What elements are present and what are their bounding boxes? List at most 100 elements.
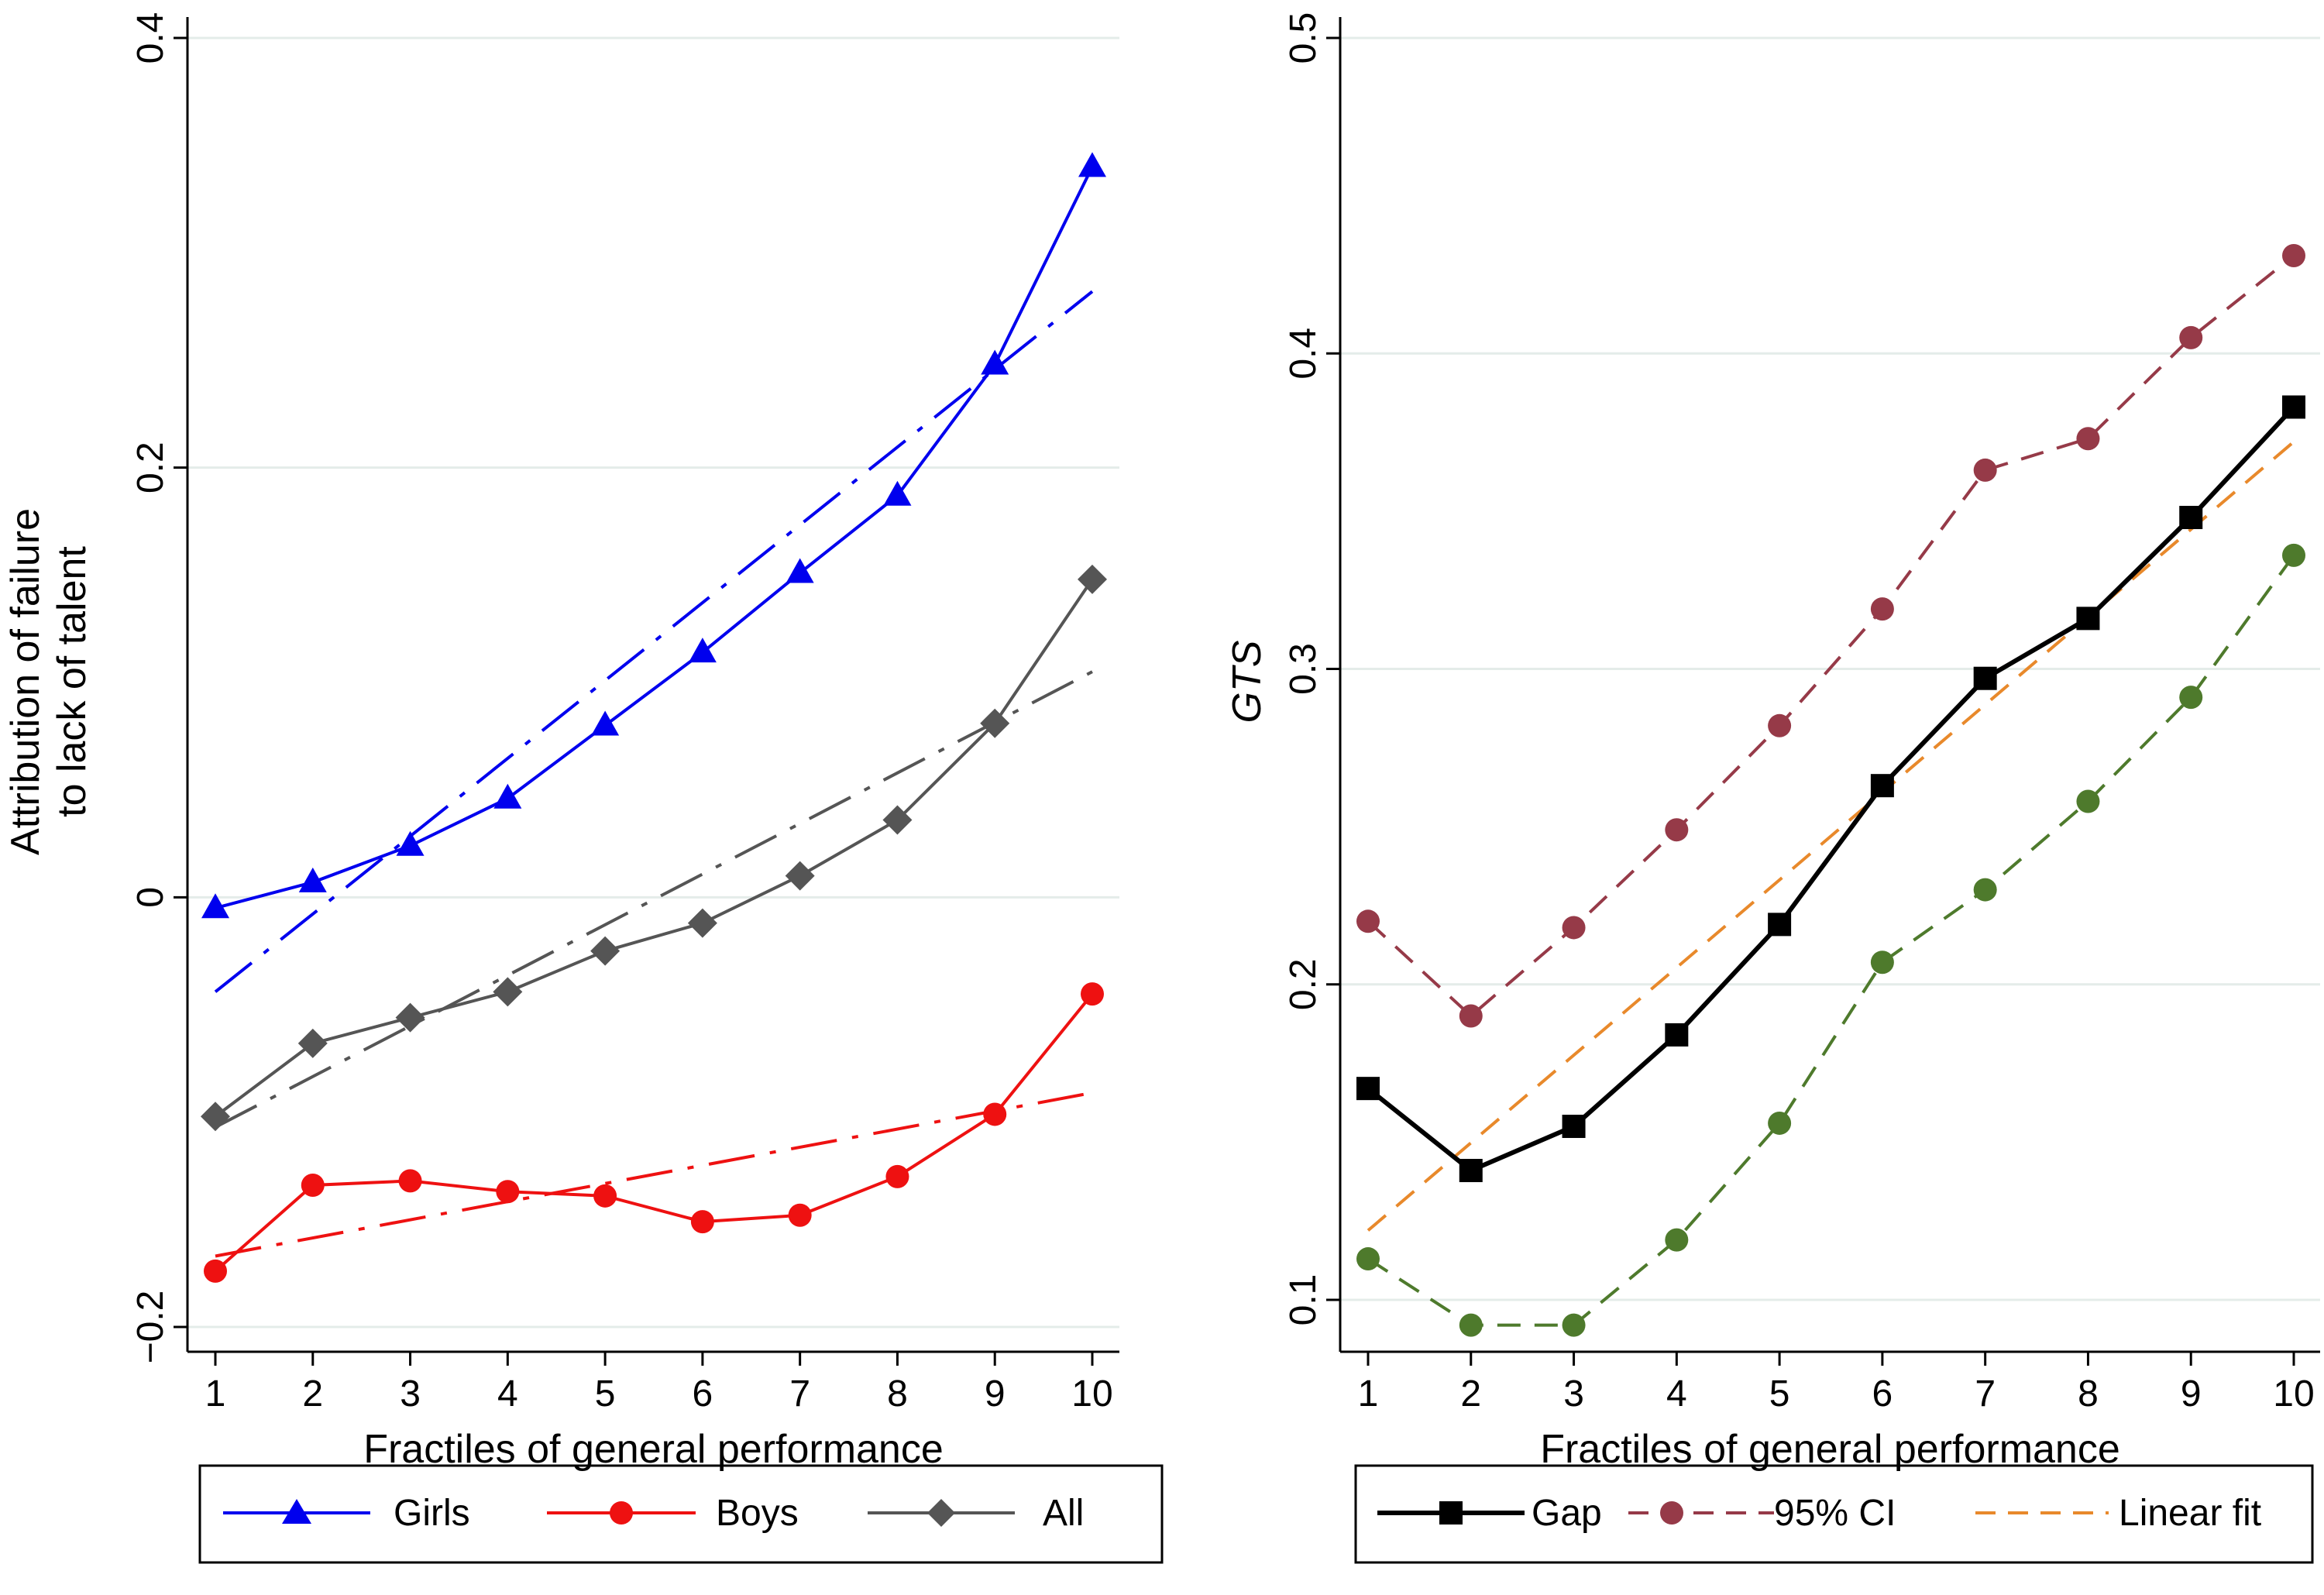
x-tick-label: 10 (1071, 1373, 1112, 1415)
fit-line-boys (215, 1091, 1093, 1258)
legend-right: Gap 95% CI Linear fit (1354, 1464, 2314, 1564)
y-tick-label: 0 (130, 887, 171, 908)
legend-label-all: All (1043, 1493, 1084, 1534)
series-line-lower-ci (1367, 554, 2295, 1327)
legend-label-gap: Gap (1532, 1493, 1602, 1534)
x-tick-label: 9 (2181, 1373, 2202, 1415)
y-tick-label: 0.1 (1283, 1274, 1324, 1326)
x-tick-label: 5 (1769, 1373, 1790, 1415)
legend-label-ci: 95% CI (1774, 1493, 1896, 1534)
x-tick-label: 8 (2078, 1373, 2099, 1415)
data-point-gap (1768, 913, 1792, 937)
y-tick-label: 0.4 (130, 12, 171, 64)
data-point-girls (493, 783, 522, 809)
x-tick-label: 6 (693, 1373, 713, 1415)
legend-swatch-gap-marker (1439, 1501, 1463, 1525)
data-point-boys (593, 1184, 617, 1208)
data-point-all (201, 1102, 230, 1132)
fit-line-girls (214, 290, 1094, 993)
data-point-95-ci (1870, 597, 1894, 621)
series-line-boys (214, 992, 1094, 1273)
x-tick-label: 10 (2273, 1373, 2314, 1415)
data-point-95-ci (1665, 818, 1689, 842)
data-point-girls (298, 867, 327, 892)
y-tick-label: −0.2 (130, 1291, 171, 1364)
data-point-lower-ci (1356, 1247, 1380, 1271)
data-point-boys (496, 1180, 520, 1204)
x-tick-label: 8 (887, 1373, 908, 1415)
data-point-lower-ci (1459, 1313, 1483, 1337)
data-point-gap (2179, 506, 2203, 530)
x-axis-title: Fractiles of general performance (363, 1427, 944, 1472)
legend-swatch-boys-marker (610, 1501, 633, 1525)
series-line-girls (215, 166, 1094, 910)
legend-left: Girls Boys All (198, 1464, 1164, 1564)
data-point-girls (201, 893, 229, 919)
data-point-boys (788, 1203, 812, 1227)
data-point-gap (1356, 1077, 1380, 1101)
x-tick-label: 4 (1666, 1373, 1687, 1415)
series-line-gap (1367, 405, 2296, 1174)
data-point-gap (2076, 607, 2100, 631)
data-point-girls (396, 830, 425, 856)
y-tick-label: 0.5 (1283, 12, 1324, 64)
x-tick-label: 1 (205, 1373, 226, 1415)
data-point-all (493, 977, 523, 1007)
data-point-lower-ci (1665, 1228, 1689, 1252)
x-tick-label: 2 (302, 1373, 323, 1415)
data-point-boys (301, 1173, 325, 1197)
y-tick-label: 0.2 (130, 442, 171, 493)
x-tick-label: 2 (1460, 1373, 1481, 1415)
x-tick-label: 7 (1975, 1373, 1996, 1415)
data-point-girls (883, 480, 912, 506)
legend-label-boys: Boys (716, 1493, 799, 1534)
data-point-boys (398, 1169, 422, 1193)
data-point-lower-ci (1768, 1111, 1792, 1135)
data-point-gap (1459, 1159, 1483, 1183)
x-tick-label: 3 (400, 1373, 421, 1415)
data-point-lower-ci (2282, 543, 2305, 567)
y-tick-label: 0.3 (1283, 643, 1324, 695)
x-tick-label: 4 (497, 1373, 518, 1415)
data-point-boys (983, 1102, 1007, 1126)
x-tick-label: 5 (595, 1373, 616, 1415)
legend-swatch-girls-marker (282, 1499, 311, 1524)
x-axis-title: Fractiles of general performance (1540, 1427, 2120, 1472)
data-point-gap (1562, 1115, 1586, 1139)
data-point-all (785, 861, 815, 891)
data-point-95-ci (1459, 1004, 1483, 1028)
data-point-gap (2282, 395, 2305, 419)
y-tick-label: 0.4 (1283, 328, 1324, 380)
x-tick-label: 7 (789, 1373, 810, 1415)
data-point-girls (786, 558, 814, 583)
data-point-boys (885, 1164, 909, 1188)
y-axis-title-line-1: Attribution of failure (3, 508, 48, 855)
data-point-95-ci (1768, 713, 1792, 737)
data-point-lower-ci (1870, 950, 1894, 975)
data-point-girls (1078, 152, 1106, 177)
legend-label-linear-fit: Linear fit (2119, 1493, 2261, 1534)
x-tick-label: 1 (1358, 1373, 1379, 1415)
data-point-95-ci (1973, 458, 1997, 482)
data-point-all (395, 1002, 425, 1033)
data-point-boys (690, 1210, 714, 1234)
data-point-lower-ci (1562, 1313, 1586, 1337)
data-point-girls (688, 638, 717, 663)
x-tick-label: 9 (985, 1373, 1006, 1415)
data-point-girls (591, 710, 620, 736)
y-axis-title-line-2: to lack of talent (50, 546, 95, 817)
legend-left-box (198, 1464, 1164, 1564)
data-point-gap (1973, 666, 1997, 690)
data-point-all (297, 1028, 328, 1058)
data-point-95-ci (2282, 244, 2305, 268)
data-point-lower-ci (1973, 878, 1997, 902)
fit-line-linear (1367, 440, 2295, 1232)
data-point-boys (1081, 982, 1104, 1006)
y-axis-title: GTS (1225, 640, 1270, 723)
left-chart-panel: −0.2 0 0.2 0.4 1 2 3 4 5 6 7 8 9 10 Fractiles of gener… (3, 12, 1119, 1472)
x-tick-label: 3 (1563, 1373, 1584, 1415)
series-line-all (214, 578, 1094, 1118)
legend-right-box (1354, 1464, 2314, 1564)
series-line-95-ci (1367, 254, 2295, 1019)
data-point-gap (1665, 1023, 1689, 1047)
